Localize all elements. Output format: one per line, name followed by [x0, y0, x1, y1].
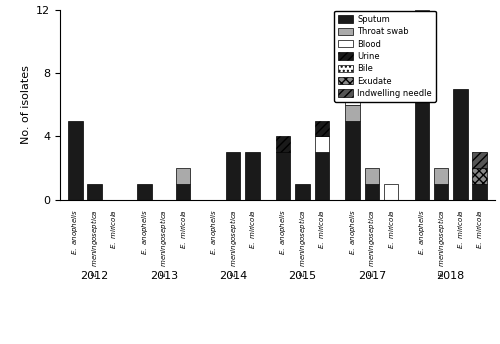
Bar: [176, 168, 190, 184]
Text: 2013: 2013: [150, 271, 178, 281]
Bar: [314, 152, 329, 200]
Bar: [276, 137, 290, 152]
Bar: [314, 137, 329, 152]
Bar: [226, 152, 240, 200]
Bar: [414, 57, 429, 200]
Bar: [346, 121, 360, 200]
Bar: [384, 184, 398, 200]
Bar: [472, 152, 487, 168]
Bar: [434, 184, 448, 200]
Bar: [472, 184, 487, 200]
Text: 2012: 2012: [80, 271, 109, 281]
Bar: [246, 152, 260, 200]
Text: 2015: 2015: [288, 271, 316, 281]
Y-axis label: No. of isolates: No. of isolates: [20, 65, 30, 144]
Bar: [346, 89, 360, 105]
Bar: [138, 184, 152, 200]
Text: 2017: 2017: [358, 271, 386, 281]
Bar: [88, 184, 102, 200]
Bar: [364, 184, 379, 200]
Bar: [68, 121, 82, 200]
Bar: [472, 168, 487, 184]
Bar: [176, 184, 190, 200]
Bar: [346, 73, 360, 89]
Bar: [434, 168, 448, 184]
Text: 2014: 2014: [219, 271, 248, 281]
Bar: [276, 152, 290, 200]
Bar: [414, 42, 429, 57]
Bar: [453, 89, 468, 200]
Legend: Sputum, Throat swab, Blood, Urine, Bile, Exudate, Indwelling needle: Sputum, Throat swab, Blood, Urine, Bile,…: [334, 11, 436, 102]
Bar: [346, 105, 360, 121]
Bar: [364, 168, 379, 184]
Bar: [314, 121, 329, 137]
Bar: [296, 184, 310, 200]
Text: 2018: 2018: [436, 271, 465, 281]
Bar: [414, 10, 429, 42]
